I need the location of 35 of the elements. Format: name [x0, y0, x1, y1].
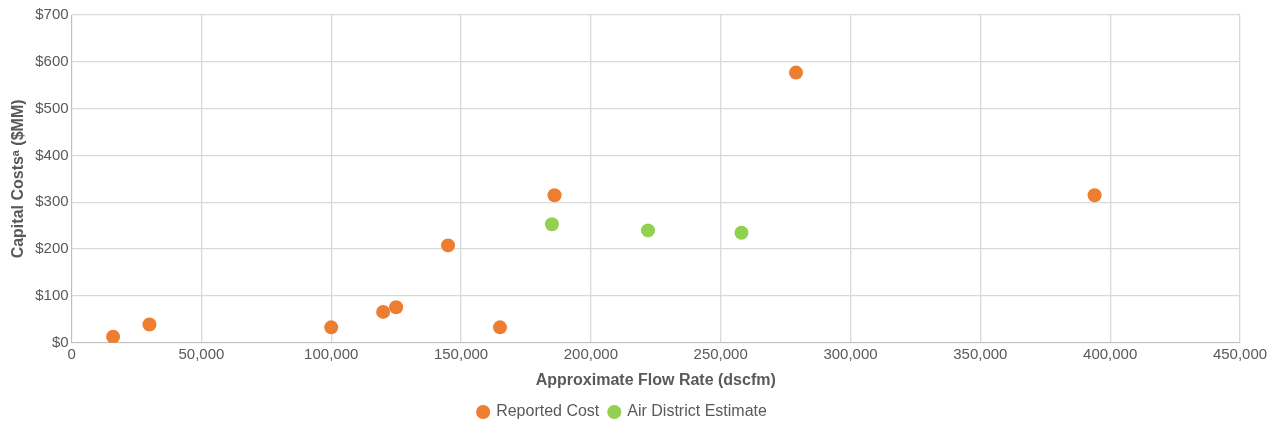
legend-label: Reported Cost: [496, 402, 600, 420]
x-tick-label: 0: [67, 344, 76, 362]
y-axis-title: Capital Costsᵃ ($MM): [9, 99, 27, 259]
y-tick-label: $200: [35, 239, 69, 257]
x-axis-title: Approximate Flow Rate (dscfm): [535, 370, 776, 388]
legend-label: Air District Estimate: [627, 402, 767, 420]
y-tick-label: $600: [35, 51, 69, 69]
x-tick-label: 50,000: [178, 344, 225, 362]
point: [734, 225, 749, 240]
y-tick-label: $300: [35, 192, 69, 210]
x-tick-label: 400,000: [1083, 344, 1138, 362]
point: [544, 217, 559, 232]
point: [376, 304, 391, 319]
y-tick-label: $400: [35, 145, 69, 163]
point: [547, 188, 562, 203]
point: [389, 300, 404, 315]
x-tick-label: 450,000: [1212, 344, 1268, 362]
x-tick-label: 100,000: [304, 344, 359, 362]
x-tick-label: 150,000: [433, 344, 489, 362]
y-tick-label: $500: [35, 98, 69, 116]
x-tick-label: 300,000: [823, 344, 878, 362]
x-tick-label: 350,000: [953, 344, 1008, 362]
x-tick-label: 250,000: [693, 344, 748, 362]
point: [441, 238, 456, 253]
y-tick-label: $0: [51, 332, 69, 350]
y-tick-label: $100: [35, 286, 69, 304]
x-tick-label: 200,000: [563, 344, 618, 362]
point: [142, 317, 157, 332]
y-tick-label: $700: [35, 5, 69, 23]
point: [641, 223, 655, 238]
point: [106, 329, 121, 343]
point: [789, 65, 803, 80]
point: [324, 320, 339, 335]
point: [1087, 188, 1102, 203]
point: [492, 320, 507, 335]
